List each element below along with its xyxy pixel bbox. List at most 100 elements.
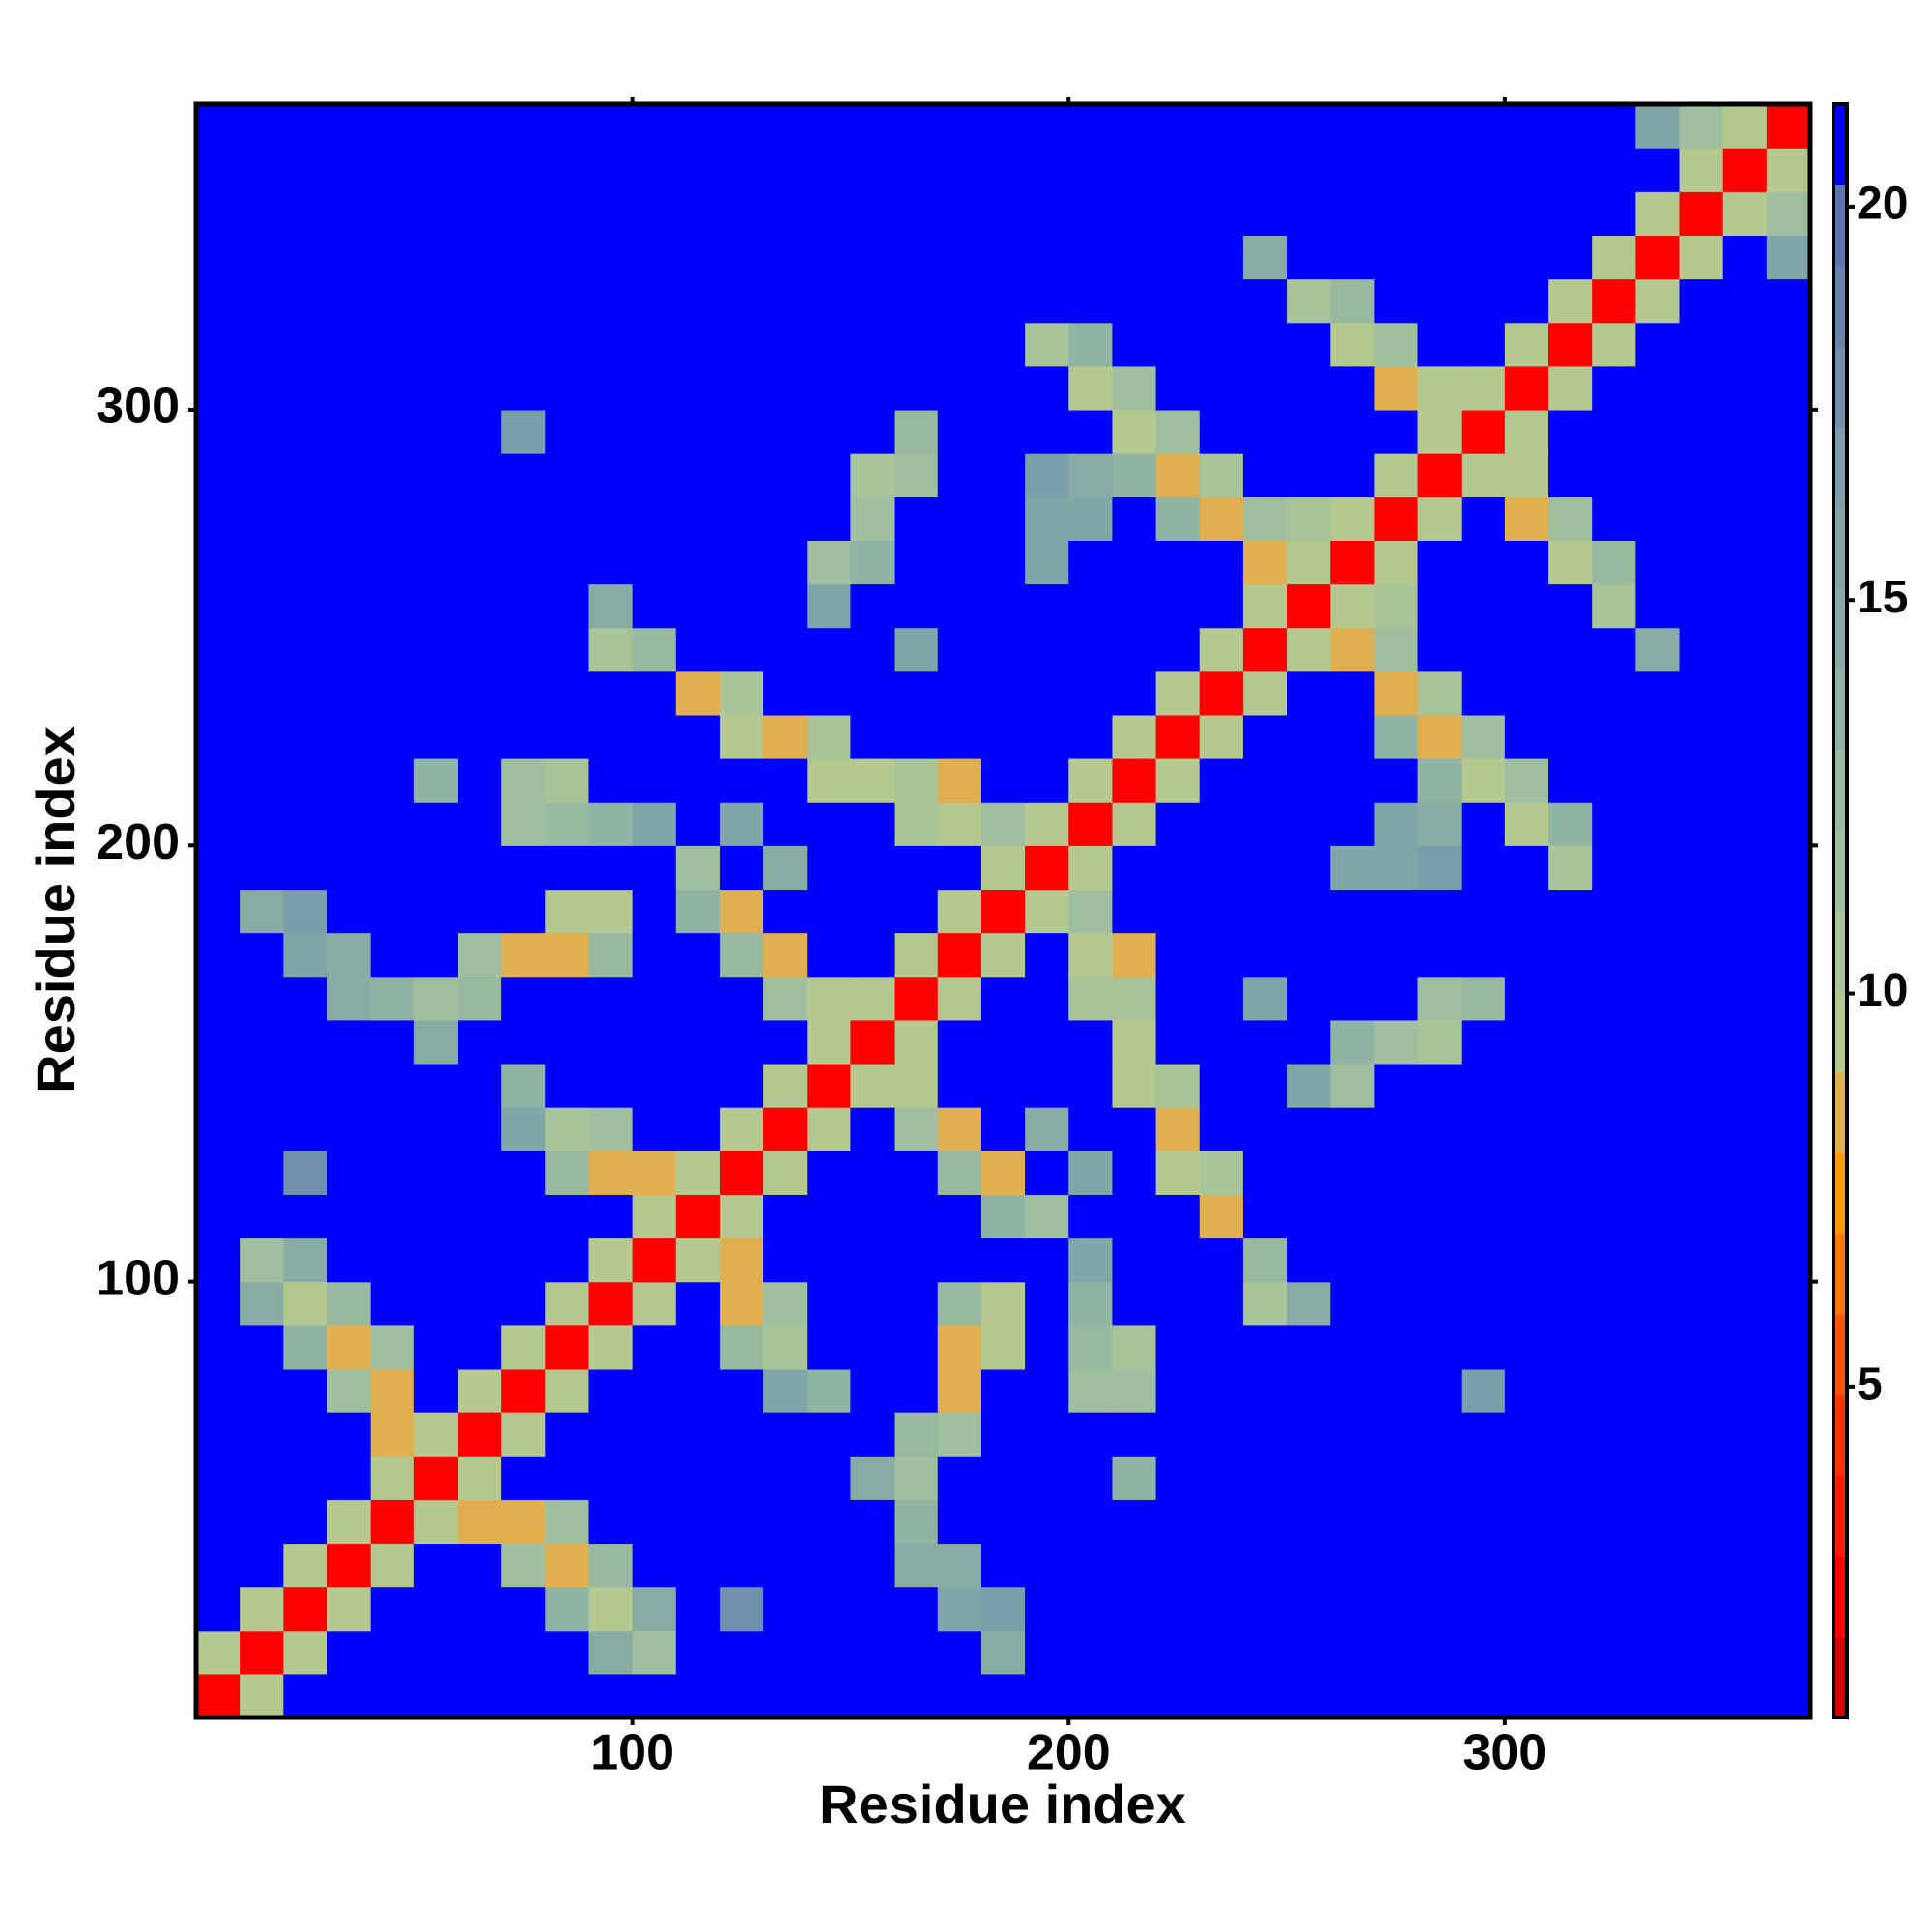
heatmap-cell	[457, 1151, 502, 1195]
heatmap-cell	[1155, 540, 1201, 585]
heatmap-cell	[937, 235, 982, 280]
heatmap-cell	[1679, 540, 1724, 585]
heatmap-cell	[807, 976, 852, 1021]
heatmap-cell	[413, 1194, 459, 1239]
y-axis-title: Residue index	[25, 726, 86, 1094]
heatmap-cell	[894, 1673, 939, 1718]
heatmap-cell	[1722, 1412, 1768, 1457]
heatmap-cell	[763, 365, 808, 411]
heatmap-cell	[1417, 932, 1463, 978]
heatmap-cell	[1766, 1368, 1810, 1413]
heatmap-cell	[457, 1543, 502, 1588]
heatmap-cell	[632, 453, 677, 497]
heatmap-cell	[1155, 1107, 1201, 1151]
heatmap-cell	[807, 932, 852, 978]
heatmap-cell	[763, 278, 808, 324]
heatmap-cell	[545, 540, 590, 585]
heatmap-cell	[1199, 1456, 1244, 1500]
heatmap-cell	[501, 889, 546, 934]
heatmap-cell	[196, 670, 241, 716]
heatmap-cell	[1199, 802, 1244, 846]
heatmap-cell	[807, 235, 852, 280]
heatmap-cell	[1287, 889, 1331, 934]
heatmap-cell	[675, 148, 721, 192]
heatmap-cell	[1025, 278, 1069, 324]
heatmap-cell	[937, 1456, 982, 1500]
heatmap-cell	[1504, 322, 1549, 367]
heatmap-cell	[1722, 670, 1768, 716]
heatmap-cell	[1417, 409, 1463, 454]
heatmap-cell	[850, 1194, 895, 1239]
heatmap-cell	[1592, 1368, 1636, 1413]
heatmap-cell	[1025, 235, 1069, 280]
heatmap-cell	[850, 191, 895, 237]
heatmap-cell	[1504, 889, 1549, 934]
heatmap-cell	[196, 540, 241, 585]
heatmap-cell	[632, 1368, 677, 1413]
heatmap-cell	[501, 802, 546, 846]
heatmap-cell	[1461, 497, 1506, 541]
heatmap-cell	[1025, 1630, 1069, 1675]
heatmap-cell	[980, 670, 1026, 716]
heatmap-cell	[1548, 802, 1593, 846]
colorbar-segment	[1833, 185, 1847, 267]
heatmap-cell	[1548, 583, 1593, 629]
heatmap-cell	[370, 714, 415, 759]
heatmap-cell	[1722, 148, 1768, 192]
heatmap-cell	[1461, 1368, 1506, 1413]
heatmap-cell	[283, 104, 328, 149]
heatmap-cell	[501, 583, 546, 629]
y-tick-label: 200	[96, 814, 180, 870]
heatmap-cell	[1330, 714, 1375, 759]
heatmap-cell	[937, 932, 982, 978]
heatmap-cell	[327, 889, 372, 934]
heatmap-cell	[457, 1456, 502, 1500]
heatmap-cell	[1199, 714, 1244, 759]
heatmap-cell	[240, 714, 284, 759]
heatmap-cell	[1374, 1194, 1419, 1239]
heatmap-cell	[1417, 1368, 1463, 1413]
heatmap-cell	[980, 148, 1026, 192]
heatmap-cell	[413, 540, 459, 585]
heatmap-cell	[1199, 1630, 1244, 1675]
heatmap-cell	[1548, 1543, 1593, 1588]
heatmap-cell	[894, 1107, 939, 1151]
heatmap-cell	[501, 1237, 546, 1283]
heatmap-cell	[545, 191, 590, 237]
heatmap-cell	[413, 1368, 459, 1413]
heatmap-cell	[1461, 1237, 1506, 1283]
heatmap-cell	[1112, 1194, 1157, 1239]
heatmap-cell	[1461, 1063, 1506, 1108]
heatmap-cell	[1679, 148, 1724, 192]
heatmap-cell	[457, 1673, 502, 1718]
heatmap-cell	[1504, 104, 1549, 149]
heatmap-cell	[1635, 1107, 1681, 1151]
heatmap-cell	[1766, 1673, 1810, 1718]
heatmap-cell	[807, 453, 852, 497]
heatmap-cell	[501, 1151, 546, 1195]
heatmap-cell	[327, 758, 372, 803]
heatmap-cell	[980, 802, 1026, 846]
heatmap-cell	[545, 670, 590, 716]
heatmap-cell	[1548, 1456, 1593, 1500]
heatmap-cell	[196, 409, 241, 454]
heatmap-cell	[196, 1324, 241, 1370]
heatmap-cell	[1679, 1456, 1724, 1500]
heatmap-cell	[1330, 1324, 1375, 1370]
heatmap-cell	[1112, 845, 1157, 891]
heatmap-cell	[763, 1586, 808, 1632]
heatmap-cell	[675, 758, 721, 803]
heatmap-cell	[675, 1630, 721, 1675]
heatmap-cell	[807, 714, 852, 759]
heatmap-cell	[1112, 1499, 1157, 1545]
heatmap-cell	[501, 235, 546, 280]
heatmap-cell	[1155, 1499, 1201, 1545]
heatmap-cell	[1155, 670, 1201, 716]
heatmap-cell	[1330, 1499, 1375, 1545]
heatmap-cell	[1592, 1324, 1636, 1370]
heatmap-cell	[1592, 1107, 1636, 1151]
heatmap-cell	[763, 976, 808, 1021]
heatmap-cell	[807, 104, 852, 149]
heatmap-cell	[850, 1281, 895, 1326]
heatmap-cell	[675, 1063, 721, 1108]
